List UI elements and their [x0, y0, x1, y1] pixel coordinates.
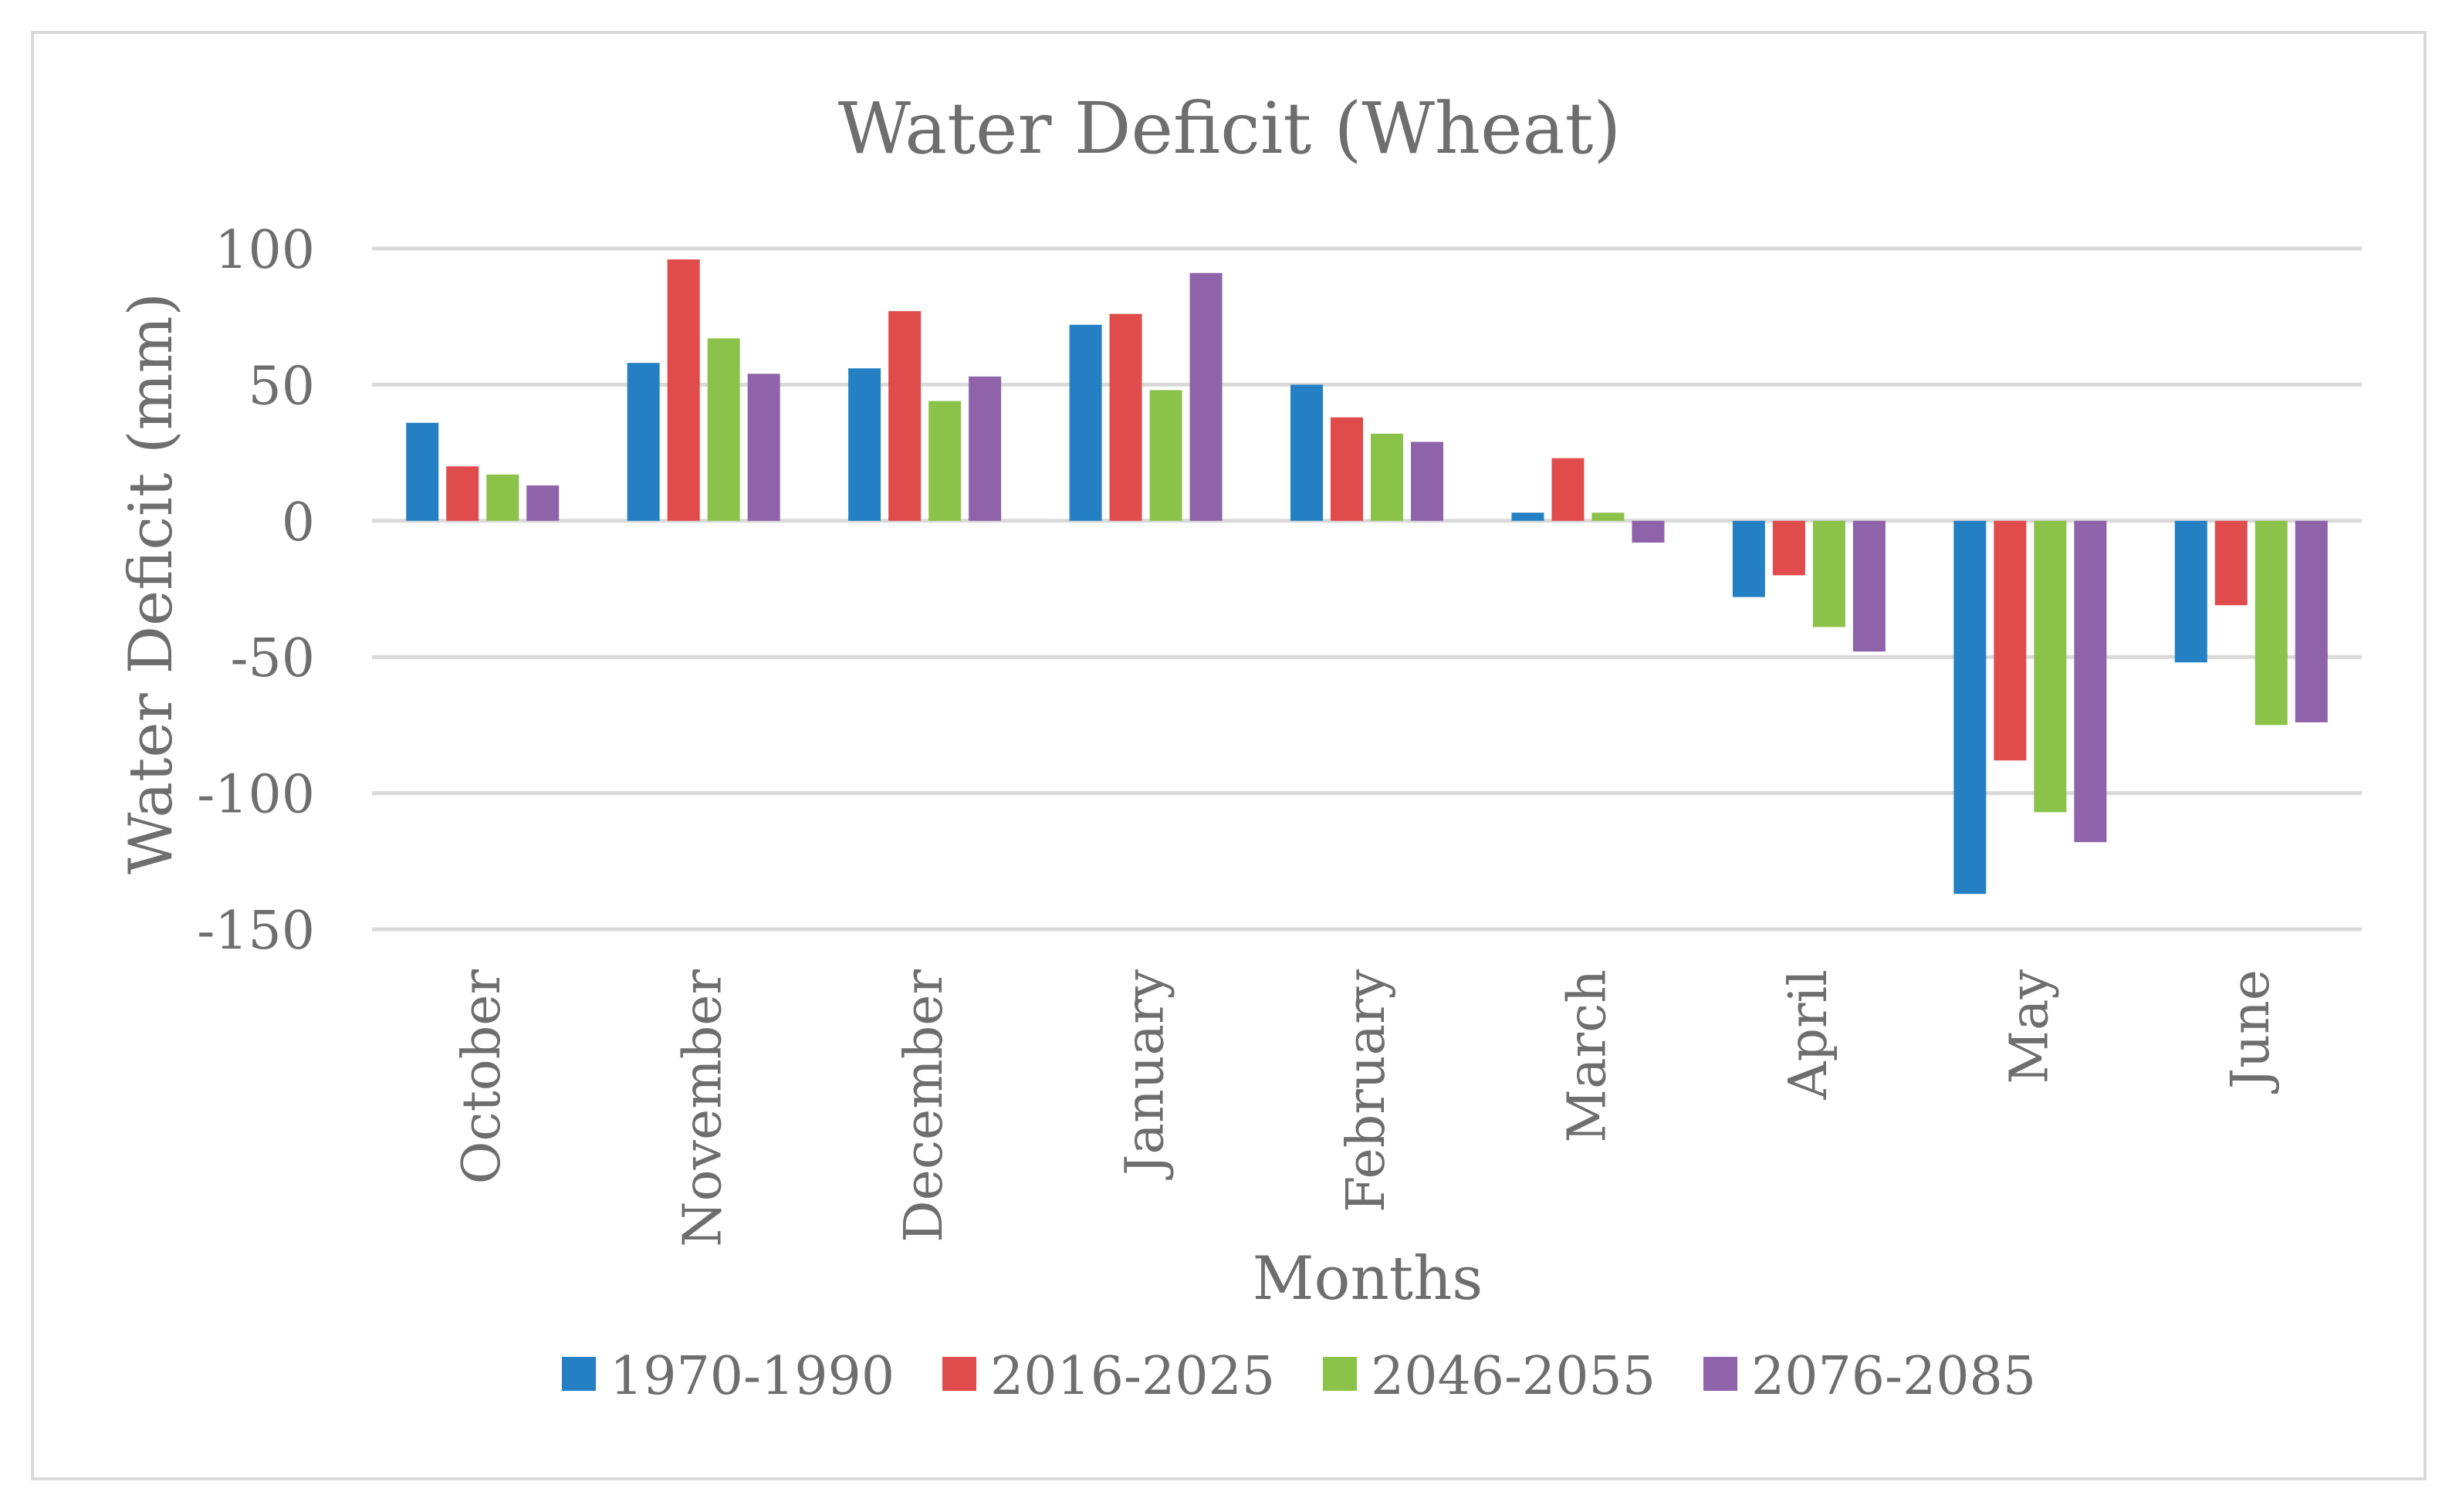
bar-2046-2055-June [2254, 520, 2288, 726]
bar-1970-1990-October [406, 422, 439, 521]
legend-label: 2046-2055 [1371, 1346, 1656, 1407]
bar-2076-2085-November [747, 374, 780, 521]
y-axis-ticks: 100 50 0 -50 -100 -150 [197, 220, 315, 962]
bar-2016-2025-May [1994, 520, 2027, 761]
x-axis-title: Months [1253, 1244, 1483, 1314]
bar-2076-2085-January [1189, 272, 1223, 521]
x-category-label: October [452, 969, 512, 1185]
bar-2016-2025-February [1331, 417, 1363, 521]
bar-2046-2055-December [928, 401, 962, 521]
bar-2076-2085-June [2295, 520, 2328, 722]
bars [406, 259, 2328, 895]
bar-2016-2025-November [667, 259, 700, 521]
legend-label: 2076-2085 [1751, 1346, 2036, 1407]
x-category-label: May [1999, 969, 2060, 1084]
bar-2016-2025-March [1551, 458, 1585, 521]
x-category-label: January [1115, 969, 1176, 1179]
legend: 1970-1990 2016-2025 2046-2055 2076-2085 [562, 1346, 2036, 1407]
bar-2076-2085-February [1411, 441, 1443, 521]
bar-1970-1990-January [1069, 324, 1102, 521]
bar-2016-2025-December [888, 311, 922, 521]
bar-2046-2055-November [707, 338, 740, 521]
x-category-label: April [1778, 969, 1839, 1101]
bar-1970-1990-February [1290, 384, 1323, 521]
legend-swatch [942, 1357, 976, 1391]
bar-2076-2085-March [1632, 520, 1665, 543]
legend-swatch [1703, 1357, 1737, 1391]
bar-1970-1990-November [627, 363, 660, 521]
bar-2076-2085-December [969, 376, 1002, 521]
x-category-label: February [1336, 969, 1397, 1213]
chart-frame [31, 31, 2427, 1480]
bar-2046-2055-May [2034, 520, 2067, 813]
y-tick-label: 50 [248, 356, 315, 417]
x-axis-categories: October November December January February Ma… [452, 969, 2281, 1246]
y-tick-label: 100 [215, 220, 315, 281]
y-tick-label: -150 [197, 901, 315, 962]
legend-label: 1970-1990 [610, 1346, 895, 1407]
bar-2046-2055-April [1812, 520, 1845, 627]
x-category-label: November [673, 969, 734, 1247]
bar-2076-2085-May [2074, 520, 2107, 843]
bar-2076-2085-April [1852, 520, 1886, 652]
bar-1970-1990-May [1953, 520, 1987, 895]
bar-2076-2085-October [526, 485, 560, 521]
bar-1970-1990-December [848, 368, 881, 521]
legend-swatch [562, 1357, 596, 1391]
bar-2016-2025-January [1109, 313, 1142, 521]
bar-2046-2055-October [486, 474, 519, 521]
y-tick-label: -100 [197, 765, 315, 826]
y-tick-label: -50 [230, 628, 315, 689]
legend-label: 2016-2025 [990, 1346, 1275, 1407]
y-axis-title: Water Deficit (mm) [117, 293, 186, 874]
bar-2046-2055-March [1591, 512, 1625, 521]
bar-2016-2025-June [2214, 520, 2248, 606]
bar-2016-2025-October [446, 466, 479, 521]
bar-1970-1990-March [1511, 512, 1544, 521]
bar-1970-1990-April [1732, 520, 1765, 597]
y-tick-label: 0 [282, 492, 315, 553]
x-category-label: June [2221, 969, 2281, 1094]
bar-2046-2055-February [1371, 433, 1403, 521]
bar-2046-2055-January [1149, 390, 1182, 521]
x-category-label: March [1557, 969, 1618, 1143]
gridlines [372, 246, 2362, 932]
legend-swatch [1323, 1357, 1357, 1391]
x-category-label: December [894, 969, 955, 1243]
chart-title: Water Deficit (Wheat) [838, 87, 1622, 170]
bar-1970-1990-June [2174, 520, 2207, 663]
bar-2016-2025-April [1772, 520, 1805, 576]
